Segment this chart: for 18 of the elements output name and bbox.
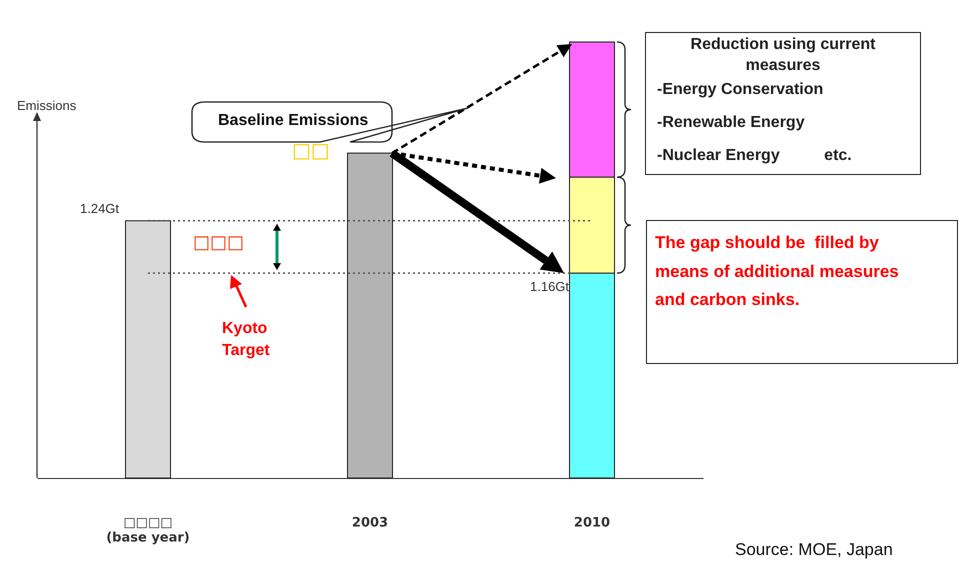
annotation: □□□ [193, 232, 244, 253]
bar [347, 152, 393, 478]
x-tick-label: 2003 [352, 516, 388, 530]
ref-line-label: 1.24Gt [80, 200, 120, 216]
x-tick-label: 2010 [574, 516, 610, 530]
text: -Nuclear Energy etc. [657, 147, 852, 165]
bar [125, 220, 171, 478]
annotation: Baseline Emissions [218, 112, 368, 130]
text: -Energy Conservation [657, 81, 824, 99]
text: The gap should be filled by means of additional measures and carbon sinks. [655, 232, 900, 311]
ref-line-label: 1.16Gt [530, 279, 570, 294]
text: -Renewable Energy [657, 114, 805, 132]
source-note: Source: MOE, Japan [735, 540, 893, 560]
y-axis-title: Emissions [17, 98, 76, 113]
x-tick-label: □□□□ (base year) [106, 516, 190, 546]
annotation: Kyoto Target [222, 319, 271, 361]
text: Reduction using current measures [690, 35, 876, 76]
annotation: □□ [292, 138, 330, 162]
